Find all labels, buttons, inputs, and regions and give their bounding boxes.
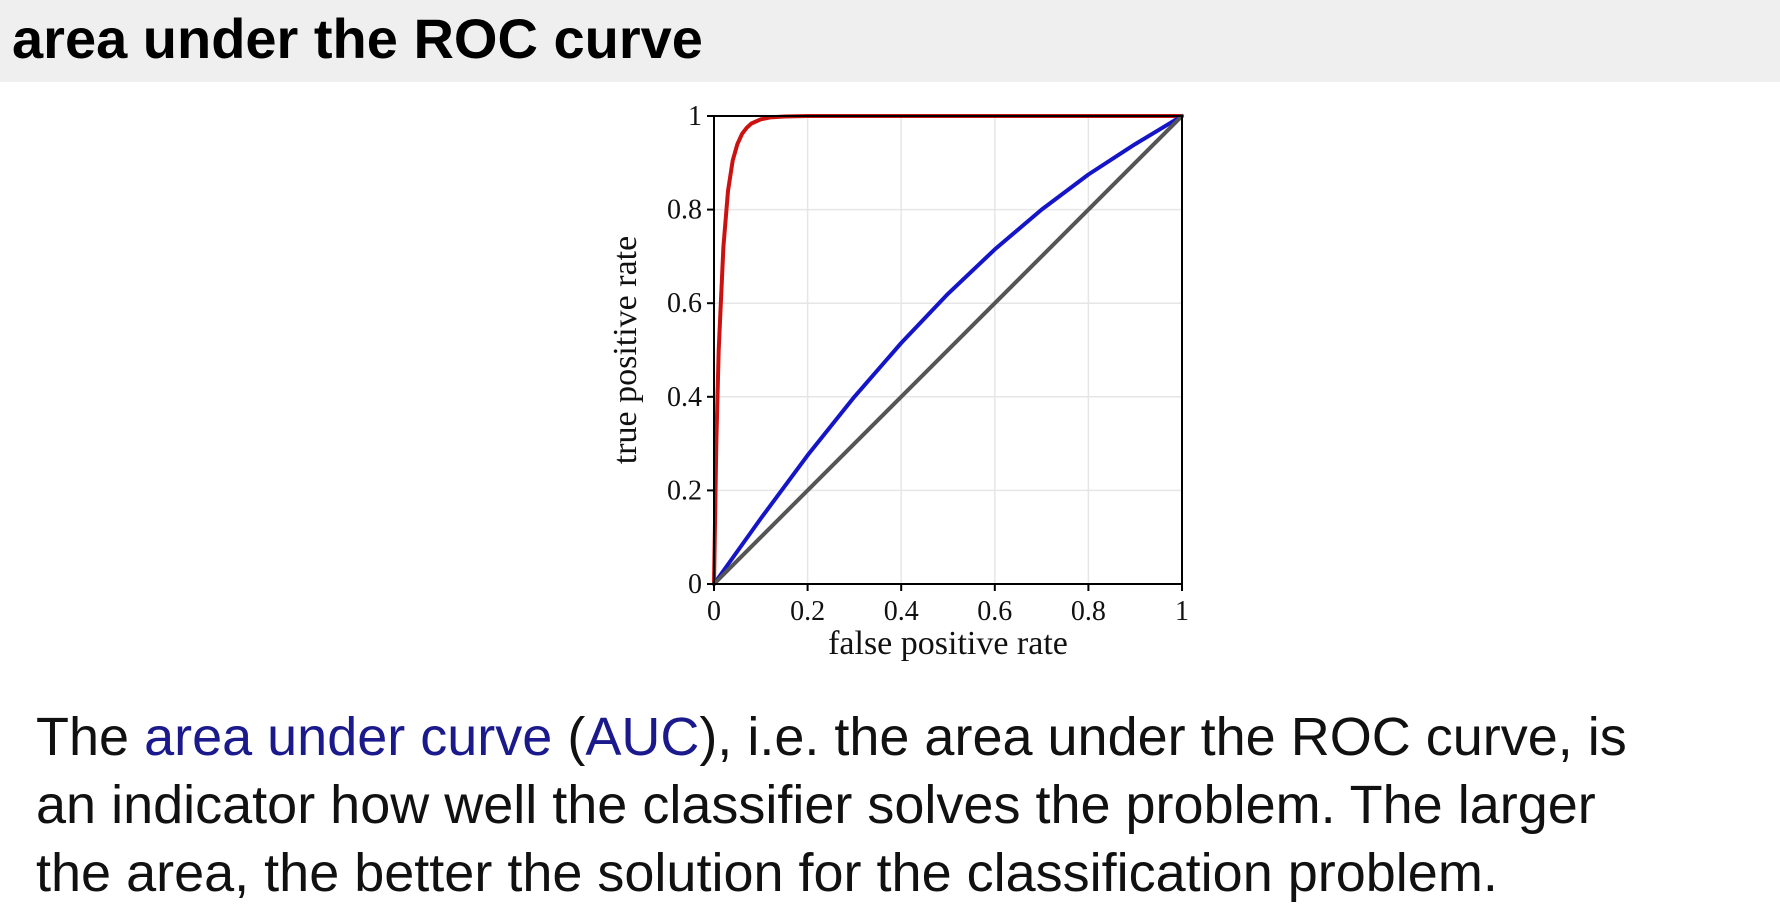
title-bar: area under the ROC curve (0, 0, 1780, 82)
chart-series-group (712, 114, 1184, 586)
y-tick-label-1: 0.2 (667, 475, 702, 506)
auc-abbreviation: AUC (585, 707, 700, 767)
body-text-rest: ), i.e. the area under the ROC curve, is (699, 707, 1627, 767)
y-tick-label-3: 0.6 (667, 288, 702, 319)
x-tick-label-3: 0.6 (977, 596, 1012, 627)
y-tick-label-5: 1 (688, 101, 702, 132)
auc-full-term: area under curve (144, 707, 553, 767)
body-line-2: an indicator how well the classifier sol… (36, 775, 1596, 835)
y-tick-label-2: 0.4 (667, 382, 702, 413)
x-tick-label-2: 0.4 (884, 596, 919, 627)
x-tick-label-1: 0.2 (790, 596, 825, 627)
y-axis-label: true positive rate (607, 236, 644, 464)
roc-curve-2 (712, 114, 1184, 586)
x-axis-label: false positive rate (828, 625, 1068, 662)
x-tick-label-4: 0.8 (1071, 596, 1106, 627)
roc-curve-3 (712, 114, 1184, 586)
auc-explanation: The area under curve (AUC), i.e. the are… (36, 703, 1766, 907)
y-tick-label-0: 0 (688, 569, 702, 600)
chart-ticks: 0 0.2 0.4 0.6 0.8 1 0 0.2 0.4 0.6 0.8 1 (667, 101, 1189, 627)
x-tick-label-0: 0 (707, 596, 721, 627)
chart-grid (714, 116, 1182, 584)
y-tick-label-4: 0.8 (667, 195, 702, 226)
body-line-3: the area, the better the solution for th… (36, 843, 1498, 903)
slide-title: area under the ROC curve (12, 7, 703, 70)
x-tick-label-5: 1 (1175, 596, 1189, 627)
body-text-paren: ( (552, 707, 586, 767)
plot-frame (713, 115, 1183, 585)
body-text-start: The (36, 707, 145, 767)
body-line-1: The area under curve (AUC), i.e. the are… (36, 703, 1766, 771)
